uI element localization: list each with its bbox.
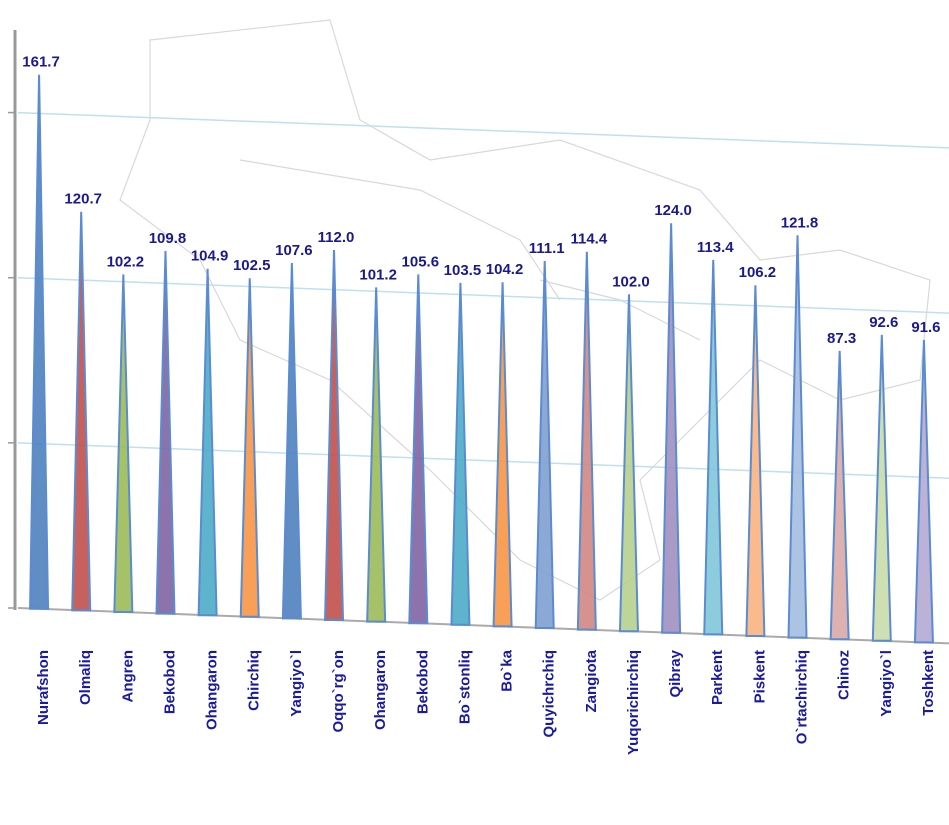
value-label: 104.2 — [486, 261, 524, 278]
value-label: 103.5 — [444, 262, 482, 279]
value-label: 105.6 — [402, 253, 440, 270]
bar — [829, 350, 850, 641]
x-tick-label: Qibray — [667, 649, 684, 697]
x-tick-label: Parkent — [709, 650, 726, 705]
x-tick-label: Quyichrchiq — [541, 650, 558, 738]
grid-line — [17, 276, 949, 314]
grid-line — [17, 442, 949, 479]
bar — [703, 259, 724, 636]
value-label: 161.7 — [22, 54, 60, 71]
bar — [113, 274, 134, 613]
bar — [29, 74, 50, 610]
x-tick-label: Piskent — [751, 650, 768, 703]
x-tick-label: Toshkent — [920, 650, 937, 716]
value-label: 114.4 — [570, 231, 607, 248]
bar — [492, 282, 513, 628]
value-label: 102.0 — [612, 273, 650, 290]
bar — [450, 282, 471, 626]
x-tick-label: Yuqorichirchiq — [625, 650, 642, 755]
bar — [576, 251, 597, 631]
grid-line — [17, 111, 949, 149]
x-tick-label: Bo`ka — [499, 649, 516, 691]
bar — [618, 294, 640, 633]
bar — [534, 261, 555, 629]
value-label: 87.3 — [827, 330, 856, 347]
value-label: 102.5 — [233, 257, 271, 274]
bar — [197, 268, 218, 617]
bar — [913, 339, 934, 644]
x-tick-label: Chirchiq — [246, 650, 263, 711]
x-tick-label: Ohangaron — [372, 650, 389, 730]
value-label: 104.9 — [191, 248, 229, 265]
value-label: 111.1 — [529, 240, 565, 257]
x-tick-label: Angren — [119, 650, 136, 703]
bar — [71, 211, 92, 612]
x-tick-label: Oqqo`rg`on — [330, 650, 347, 732]
bar — [745, 285, 766, 637]
x-tick-label: Yangiyo`l — [878, 650, 895, 717]
x-tick-label: Ohangaron — [204, 650, 221, 730]
bar — [871, 334, 892, 642]
value-label: 121.8 — [781, 214, 819, 231]
value-label: 102.2 — [107, 253, 145, 270]
value-label: 109.8 — [149, 230, 187, 247]
x-tick-label: Zangiota — [583, 649, 600, 712]
bar — [408, 274, 429, 625]
value-label: 112.0 — [318, 229, 355, 246]
x-tick-label: Chinoz — [836, 650, 853, 700]
value-label: 91.6 — [911, 319, 940, 336]
background-map — [119, 19, 931, 601]
bar — [323, 250, 345, 621]
value-label: 107.6 — [275, 242, 313, 259]
value-label: 106.2 — [739, 264, 777, 281]
x-tick-label: Yangiyo`l — [288, 650, 305, 717]
value-label: 113.4 — [697, 239, 734, 256]
value-label: 120.7 — [64, 191, 102, 208]
bar — [787, 235, 808, 639]
value-label: 92.6 — [869, 314, 898, 331]
value-label: 101.2 — [359, 266, 397, 283]
x-tick-label: O`rtachirchiq — [793, 650, 810, 744]
bar — [281, 262, 302, 620]
x-tick-label: Bo`stonliq — [456, 650, 473, 724]
bar — [366, 287, 387, 623]
x-tick-label: Bekobod — [414, 650, 431, 714]
bar — [155, 250, 176, 615]
x-tick-label: Olmaliq — [77, 650, 94, 705]
x-tick-label: Bekobod — [161, 650, 178, 714]
value-label: 124.0 — [654, 202, 692, 219]
x-tick-label: Nurafshon — [35, 650, 52, 725]
bar — [661, 223, 682, 634]
bar — [239, 278, 260, 618]
